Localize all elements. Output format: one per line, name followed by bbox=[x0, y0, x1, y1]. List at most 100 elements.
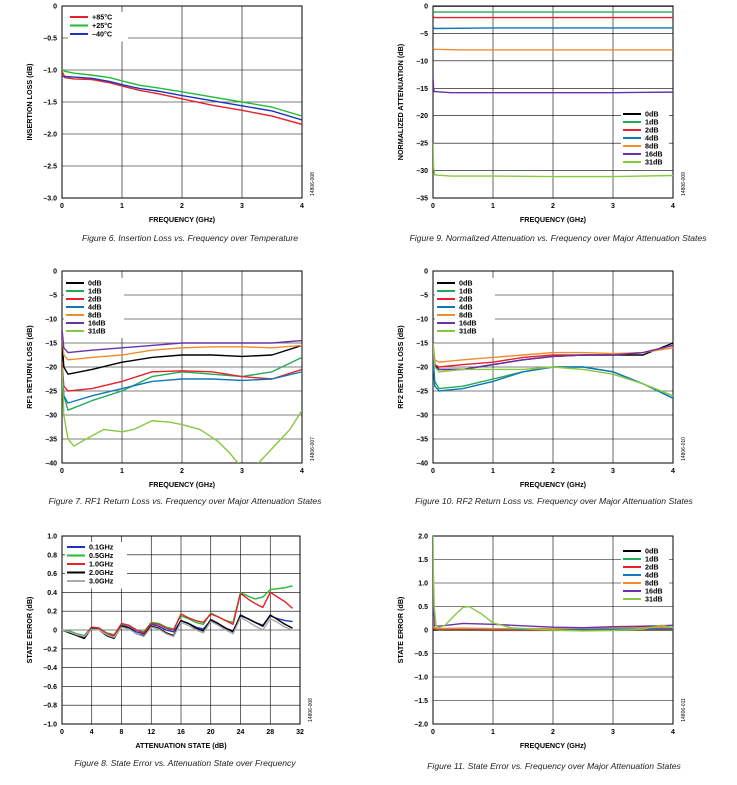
y-tick-label: 0.2 bbox=[47, 609, 57, 616]
series-line-2dB bbox=[433, 15, 673, 19]
x-tick-label: 24 bbox=[237, 729, 245, 736]
legend-label: 4dB bbox=[645, 134, 659, 143]
legend-label: 1.0GHz bbox=[89, 560, 114, 569]
y-tick-label: –1.5 bbox=[43, 100, 57, 107]
y-tick-label: 0 bbox=[53, 628, 57, 635]
figure-8-caption: Figure 8. State Error vs. Attenuation St… bbox=[74, 758, 296, 768]
x-tick-label: 0 bbox=[431, 468, 435, 475]
legend-label: 4dB bbox=[459, 303, 473, 312]
x-tick-label: 2 bbox=[180, 203, 184, 210]
series-line-1-0GHz bbox=[62, 591, 294, 638]
y-tick-label: –30 bbox=[416, 413, 428, 420]
series-line-1dB bbox=[62, 356, 302, 411]
legend-label: 0.5GHz bbox=[89, 551, 114, 560]
y-tick-label: –40 bbox=[416, 461, 428, 468]
x-tick-label: 3 bbox=[611, 729, 615, 736]
series-line-4dB bbox=[433, 357, 673, 399]
legend-label: 16dB bbox=[459, 319, 477, 328]
x-axis-label: FREQUENCY (GHz) bbox=[520, 741, 587, 750]
y-tick-label: 0.4 bbox=[47, 590, 57, 597]
y-tick-label: –2.0 bbox=[414, 722, 428, 729]
y-tick-label: –5 bbox=[49, 293, 57, 300]
y-tick-label: –2.0 bbox=[43, 132, 57, 139]
x-tick-label: 1 bbox=[491, 203, 495, 210]
legend-label: 31dB bbox=[88, 327, 106, 336]
legend-label: 4dB bbox=[645, 571, 659, 580]
series-line--40-C bbox=[62, 75, 302, 121]
series-line--85-C bbox=[62, 70, 302, 126]
y-axis-label: INSERTION LOSS (dB) bbox=[25, 63, 34, 141]
series-line-16dB bbox=[433, 344, 673, 371]
y-tick-label: –1.5 bbox=[414, 698, 428, 705]
y-tick-label: –40 bbox=[45, 461, 57, 468]
legend-label: +85°C bbox=[92, 13, 112, 22]
y-tick-label: 0.8 bbox=[47, 552, 57, 559]
legend-label: 16dB bbox=[645, 150, 663, 159]
figure-code: 14806-009 bbox=[681, 172, 687, 196]
chart-fig8: 0 4 8 12 16 20 24 28 32 1.0 0.8 0.6 0.4 0.2 0 –0.2 –0.4 –… bbox=[25, 534, 314, 751]
chart-fig11: 0 1 2 3 4 2.0 1.5 1.0 0.5 0 –0.5 –1.0 –1.5 –2.0 FREQUE… bbox=[396, 534, 687, 751]
figure-10-caption: Figure 10. RF2 Return Loss vs. Frequency… bbox=[415, 496, 693, 506]
legend-label: 2dB bbox=[645, 126, 659, 135]
legend-label: 16dB bbox=[88, 319, 106, 328]
y-tick-label: –10 bbox=[416, 317, 428, 324]
series-line-31dB bbox=[62, 366, 302, 463]
y-tick-label: 0 bbox=[53, 269, 57, 276]
x-tick-label: 0 bbox=[60, 203, 64, 210]
y-tick-label: 2.0 bbox=[418, 534, 428, 541]
x-axis-label: FREQUENCY (GHz) bbox=[149, 480, 216, 489]
y-tick-label: –20 bbox=[416, 365, 428, 372]
legend-label: 16dB bbox=[645, 587, 663, 596]
x-tick-label: 2 bbox=[551, 729, 555, 736]
legend-label: 2dB bbox=[88, 295, 102, 304]
x-tick-label: 2 bbox=[551, 468, 555, 475]
figure-9-panel: 0 1 2 3 4 0 –5 –10 –15 –20 –25 –30 –35 FREQUENCY (GHz… bbox=[369, 0, 737, 260]
figure-6-panel: 0 1 2 3 4 0 –0.5 –1.0 –1.5 –2.0 –2.5 –3.0 FREQUENCY … bbox=[0, 0, 368, 250]
y-axis-label: STATE ERROR (dB) bbox=[25, 596, 34, 663]
x-axis-label: FREQUENCY (GHz) bbox=[520, 480, 587, 489]
y-tick-label: –3.0 bbox=[43, 196, 57, 203]
x-axis-label: FREQUENCY (GHz) bbox=[520, 215, 587, 224]
legend-label: 1dB bbox=[88, 287, 102, 296]
y-tick-label: –0.5 bbox=[414, 651, 428, 658]
x-axis-label: FREQUENCY (GHz) bbox=[149, 215, 216, 224]
legend-label: 1dB bbox=[645, 555, 659, 564]
y-tick-label: –0.8 bbox=[43, 703, 57, 710]
x-tick-label: 4 bbox=[300, 203, 304, 210]
y-tick-label: 0 bbox=[424, 4, 428, 11]
legend-label: 0dB bbox=[645, 547, 659, 556]
figure-code: 14806-008 bbox=[310, 172, 316, 196]
y-tick-label: –5 bbox=[420, 31, 428, 38]
x-tick-label: 8 bbox=[120, 729, 124, 736]
y-tick-label: –20 bbox=[45, 365, 57, 372]
y-tick-label: –25 bbox=[416, 141, 428, 148]
y-tick-label: –5 bbox=[420, 293, 428, 300]
y-tick-label: –0.2 bbox=[43, 646, 57, 653]
y-tick-label: –0.5 bbox=[43, 36, 57, 43]
legend-label: 1dB bbox=[459, 287, 473, 296]
series-line-31dB bbox=[433, 342, 673, 397]
series-line-16dB bbox=[433, 77, 673, 94]
y-axis-label: NORMALIZED ATTENUATION (dB) bbox=[396, 43, 405, 160]
figure-6-caption: Figure 6. Insertion Loss vs. Frequency o… bbox=[81, 233, 299, 243]
x-tick-label: 4 bbox=[300, 468, 304, 475]
x-tick-label: 0 bbox=[60, 729, 64, 736]
y-tick-label: –30 bbox=[416, 168, 428, 175]
legend-label: 8dB bbox=[459, 311, 473, 320]
y-tick-label: 0 bbox=[53, 4, 57, 11]
y-tick-label: –15 bbox=[416, 341, 428, 348]
y-tick-label: 0 bbox=[424, 269, 428, 276]
plot-frame bbox=[61, 5, 303, 199]
x-tick-label: 3 bbox=[611, 203, 615, 210]
series-line-2dB bbox=[62, 362, 302, 392]
x-tick-label: 12 bbox=[147, 729, 155, 736]
x-tick-label: 1 bbox=[120, 468, 124, 475]
x-tick-label: 1 bbox=[491, 729, 495, 736]
y-tick-label: 0.5 bbox=[418, 604, 428, 611]
series-line--25-C bbox=[62, 69, 302, 117]
series-line-8dB bbox=[433, 615, 673, 630]
legend-label: 2dB bbox=[459, 295, 473, 304]
x-tick-label: 4 bbox=[671, 203, 675, 210]
y-tick-label: –1.0 bbox=[414, 675, 428, 682]
y-axis-label: STATE ERROR (dB) bbox=[396, 596, 405, 663]
